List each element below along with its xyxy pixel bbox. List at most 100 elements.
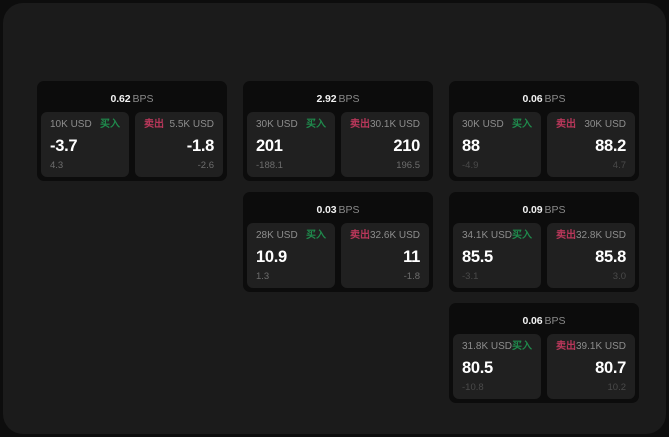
buy-panel[interactable]: 31.8K USD 买入 80.5 -10.8: [453, 334, 541, 399]
sell-side-label: 卖出: [144, 119, 164, 130]
card-side-panels: 31.8K USD 买入 80.5 -10.8 卖出 39.1K USD 80.7 10.2: [453, 334, 635, 399]
bps-unit-label: BPS: [544, 204, 566, 216]
buy-price-value: 80.5: [462, 359, 493, 377]
buy-delta-value: -3.1: [462, 270, 479, 282]
buy-side-label: 买入: [306, 119, 326, 130]
bps-unit-label: BPS: [544, 315, 566, 327]
sell-size-label: 30.1K USD: [370, 119, 421, 130]
bps-value: 0.09: [522, 204, 543, 216]
sell-size-label: 30K USD: [584, 119, 626, 130]
card-bps-header: 0.06 BPS: [453, 85, 635, 112]
buy-size-label: 10K USD: [50, 119, 92, 130]
sell-panel-header: 卖出 5.5K USD: [144, 120, 214, 130]
buy-side-label: 买入: [512, 119, 532, 130]
sell-delta-value: 10.2: [607, 381, 627, 393]
card-0-03[interactable]: 0.03 BPS 28K USD 买入 10.9 1.3 卖出 32.6K USD 11 -1.8: [243, 192, 433, 292]
app-root: 0.62 BPS 10K USD 买入 -3.7 4.3 卖出 5.5K USD -1.8 -2.…: [3, 3, 666, 434]
card-0-09[interactable]: 0.09 BPS 34.1K USD 买入 85.5 -3.1 卖出 32.8K USD 85.…: [449, 192, 639, 292]
buy-size-label: 30K USD: [256, 119, 298, 130]
sell-side-label: 卖出: [350, 119, 370, 130]
card-side-panels: 28K USD 买入 10.9 1.3 卖出 32.6K USD 11 -1.8: [247, 223, 429, 288]
card-2-92[interactable]: 2.92 BPS 30K USD 买入 201 -188.1 卖出 30.1K USD 210 1…: [243, 81, 433, 181]
sell-panel[interactable]: 卖出 32.6K USD 11 -1.8: [341, 223, 429, 288]
buy-panel-header: 28K USD 买入: [256, 231, 326, 241]
sell-size-label: 5.5K USD: [169, 119, 214, 130]
buy-price-value: 10.9: [256, 248, 287, 266]
buy-panel[interactable]: 30K USD 买入 88 -4.9: [453, 112, 541, 177]
sell-delta-value: 3.0: [612, 270, 626, 282]
buy-panel[interactable]: 34.1K USD 买入 85.5 -3.1: [453, 223, 541, 288]
sell-panel-header: 卖出 32.8K USD: [556, 231, 626, 241]
buy-panel-header: 30K USD 买入: [462, 120, 532, 130]
buy-delta-value: -188.1: [256, 159, 283, 171]
card-bps-header: 0.03 BPS: [247, 196, 429, 223]
buy-size-label: 34.1K USD: [462, 230, 513, 241]
sell-delta-value: 196.5: [396, 159, 420, 171]
buy-panel[interactable]: 30K USD 买入 201 -188.1: [247, 112, 335, 177]
sell-side-label: 卖出: [556, 230, 576, 241]
buy-delta-value: -4.9: [462, 159, 479, 171]
card-side-panels: 30K USD 买入 201 -188.1 卖出 30.1K USD 210 196.5: [247, 112, 429, 177]
column-1: 0.62 BPS 10K USD 买入 -3.7 4.3 卖出 5.5K USD -1.8 -2.…: [37, 81, 227, 181]
buy-side-label: 买入: [512, 230, 533, 241]
sell-panel[interactable]: 卖出 30.1K USD 210 196.5: [341, 112, 429, 177]
sell-size-label: 39.1K USD: [576, 341, 627, 352]
sell-panel-header: 卖出 32.6K USD: [350, 231, 420, 241]
sell-panel[interactable]: 卖出 39.1K USD 80.7 10.2: [547, 334, 635, 399]
bps-value: 0.06: [522, 93, 543, 105]
sell-panel[interactable]: 卖出 32.8K USD 85.8 3.0: [547, 223, 635, 288]
buy-delta-value: 4.3: [50, 159, 64, 171]
card-bps-header: 0.62 BPS: [41, 85, 223, 112]
sell-side-label: 卖出: [556, 119, 576, 130]
sell-price-value: 85.8: [595, 248, 626, 266]
card-bps-header: 0.09 BPS: [453, 196, 635, 223]
buy-panel-header: 31.8K USD 买入: [462, 342, 532, 352]
sell-price-value: 88.2: [595, 137, 626, 155]
sell-side-label: 卖出: [350, 230, 370, 241]
quote-card-grid: 0.62 BPS 10K USD 买入 -3.7 4.3 卖出 5.5K USD -1.8 -2.…: [37, 81, 641, 403]
card-0-06-a[interactable]: 0.06 BPS 30K USD 买入 88 -4.9 卖出 30K USD 88.2 4.7: [449, 81, 639, 181]
bps-value: 2.92: [316, 93, 337, 105]
sell-panel-header: 卖出 30.1K USD: [350, 120, 420, 130]
sell-price-value: 210: [393, 137, 420, 155]
card-0-06-b[interactable]: 0.06 BPS 31.8K USD 买入 80.5 -10.8 卖出 39.1K USD 80…: [449, 303, 639, 403]
sell-panel[interactable]: 卖出 5.5K USD -1.8 -2.6: [135, 112, 223, 177]
column-3: 0.06 BPS 30K USD 买入 88 -4.9 卖出 30K USD 88.2 4.7 0.…: [449, 81, 639, 403]
buy-size-label: 28K USD: [256, 230, 298, 241]
card-side-panels: 34.1K USD 买入 85.5 -3.1 卖出 32.8K USD 85.8 3.0: [453, 223, 635, 288]
sell-delta-value: -1.8: [403, 270, 420, 282]
buy-panel[interactable]: 10K USD 买入 -3.7 4.3: [41, 112, 129, 177]
buy-size-label: 31.8K USD: [462, 341, 513, 352]
bps-unit-label: BPS: [544, 93, 566, 105]
buy-side-label: 买入: [306, 230, 326, 241]
column-2: 2.92 BPS 30K USD 买入 201 -188.1 卖出 30.1K USD 210 1…: [243, 81, 433, 292]
card-0-62[interactable]: 0.62 BPS 10K USD 买入 -3.7 4.3 卖出 5.5K USD -1.8 -2.…: [37, 81, 227, 181]
buy-panel-header: 30K USD 买入: [256, 120, 326, 130]
buy-side-label: 买入: [512, 341, 533, 352]
buy-price-value: 88: [462, 137, 480, 155]
sell-delta-value: 4.7: [612, 159, 626, 171]
bps-value: 0.62: [110, 93, 131, 105]
sell-price-value: 80.7: [595, 359, 626, 377]
sell-size-label: 32.8K USD: [576, 230, 627, 241]
card-bps-header: 0.06 BPS: [453, 307, 635, 334]
bps-value: 0.03: [316, 204, 337, 216]
buy-size-label: 30K USD: [462, 119, 504, 130]
buy-panel-header: 34.1K USD 买入: [462, 231, 532, 241]
sell-panel-header: 卖出 30K USD: [556, 120, 626, 130]
sell-side-label: 卖出: [556, 341, 576, 352]
card-bps-header: 2.92 BPS: [247, 85, 429, 112]
buy-side-label: 买入: [100, 119, 120, 130]
buy-panel-header: 10K USD 买入: [50, 120, 120, 130]
sell-delta-value: -2.6: [197, 159, 214, 171]
sell-price-value: 11: [403, 248, 420, 266]
buy-panel[interactable]: 28K USD 买入 10.9 1.3: [247, 223, 335, 288]
buy-price-value: -3.7: [50, 137, 78, 155]
buy-delta-value: 1.3: [256, 270, 270, 282]
buy-price-value: 85.5: [462, 248, 493, 266]
buy-delta-value: -10.8: [462, 381, 484, 393]
sell-price-value: -1.8: [186, 137, 215, 155]
sell-panel[interactable]: 卖出 30K USD 88.2 4.7: [547, 112, 635, 177]
buy-price-value: 201: [256, 137, 283, 155]
sell-size-label: 32.6K USD: [370, 230, 421, 241]
